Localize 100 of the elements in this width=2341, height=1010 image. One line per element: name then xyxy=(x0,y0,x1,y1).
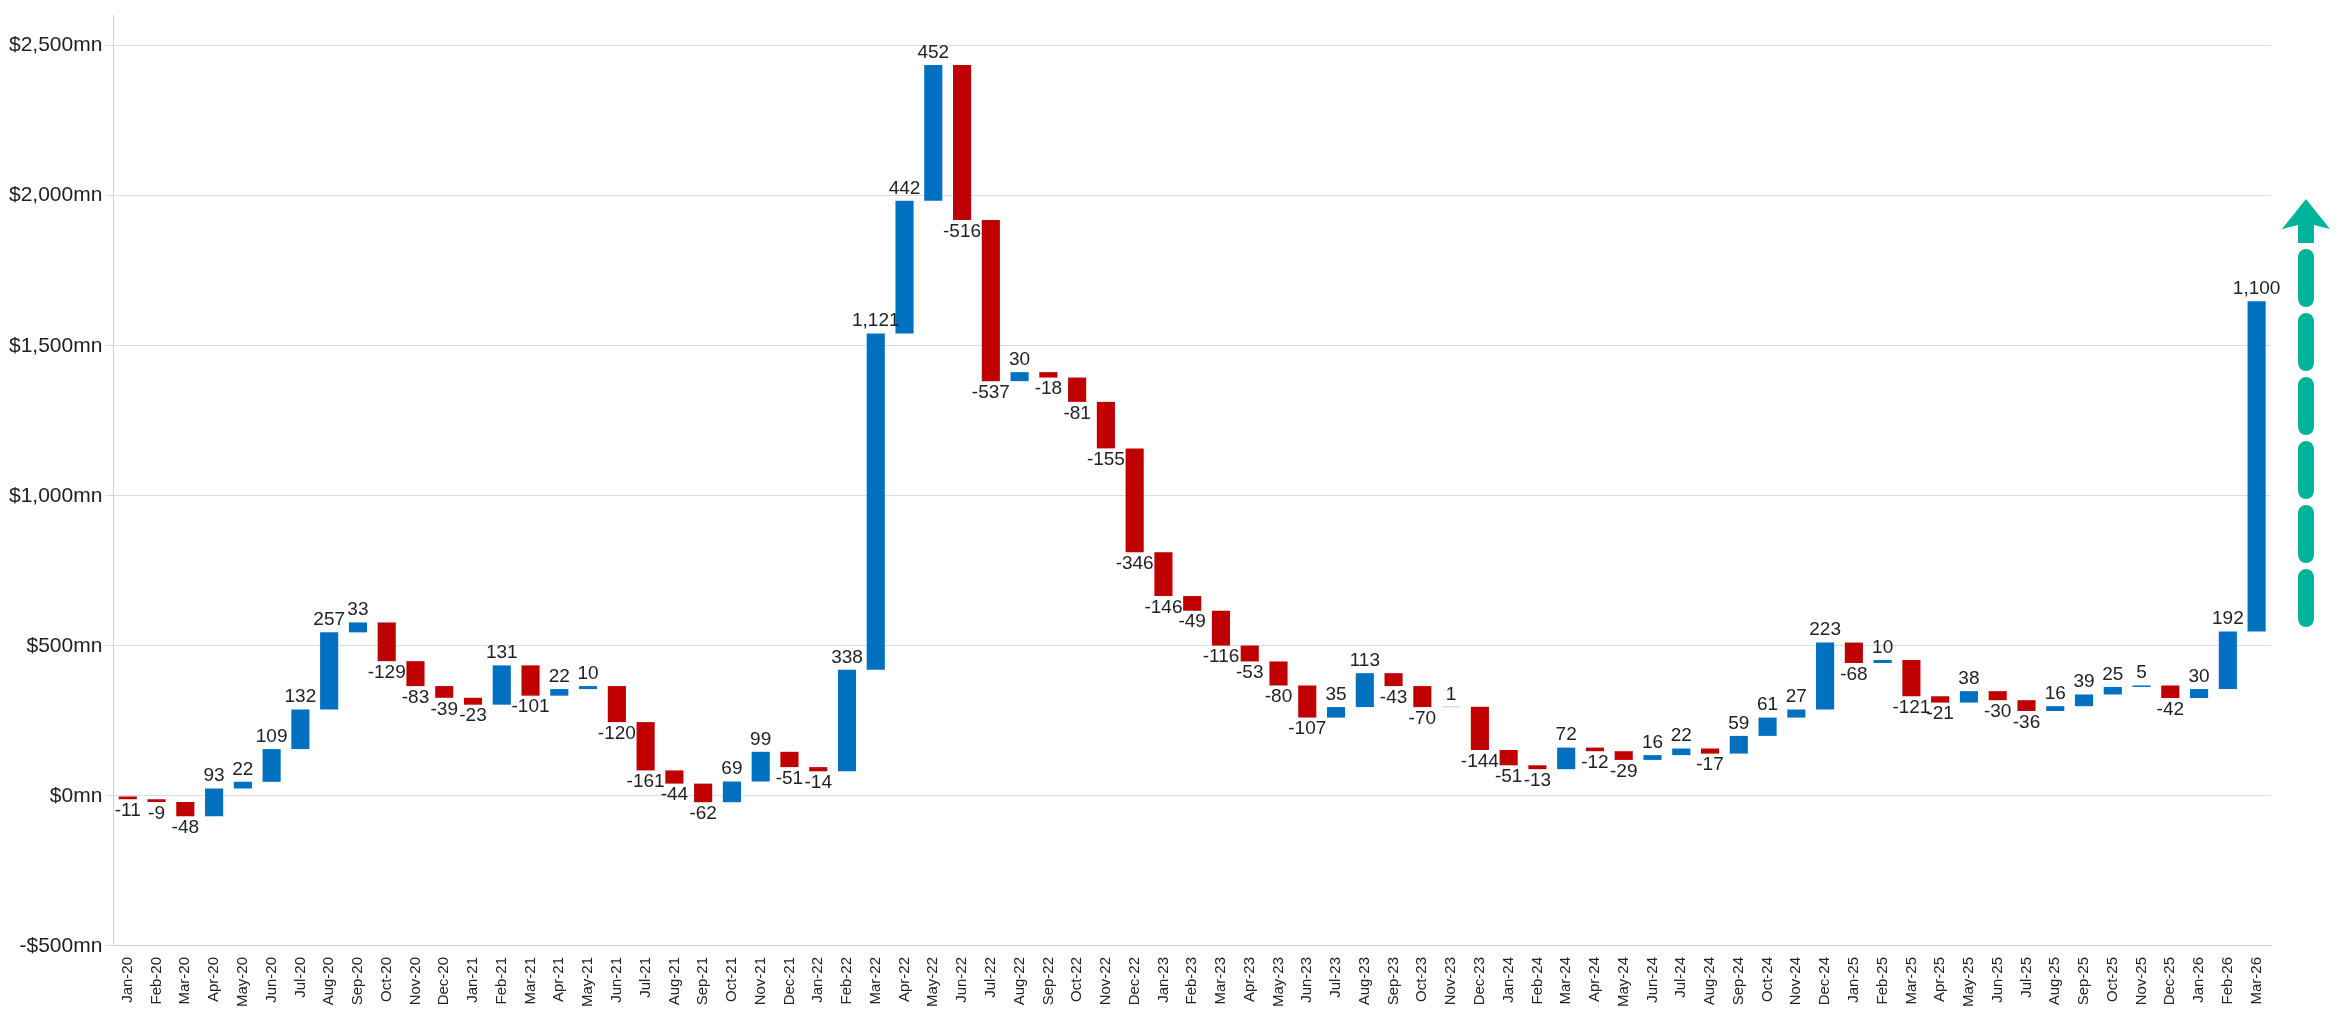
bar xyxy=(1326,707,1346,718)
x-tick-label: Apr-22 xyxy=(894,956,912,1003)
bar xyxy=(1614,751,1633,760)
x-tick-label: Dec-22 xyxy=(1124,956,1142,1006)
bar xyxy=(492,665,511,705)
bar xyxy=(1068,377,1087,402)
data-label: 1,100 xyxy=(2232,277,2281,299)
x-tick-label: Feb-24 xyxy=(1527,956,1545,1005)
bar xyxy=(1873,659,1892,663)
bar xyxy=(694,783,713,803)
data-label: -17 xyxy=(1696,753,1724,775)
bar xyxy=(1499,750,1518,766)
bar xyxy=(1988,691,2007,701)
bar xyxy=(1844,642,1863,663)
data-label: 5 xyxy=(2136,661,2147,683)
data-label: -81 xyxy=(1063,401,1091,423)
x-tick-label: Feb-26 xyxy=(2217,956,2235,1005)
x-tick-label: Mar-21 xyxy=(520,956,538,1005)
bar xyxy=(2218,631,2237,690)
x-tick-label: Dec-23 xyxy=(1470,956,1488,1006)
x-tick-label: Nov-21 xyxy=(750,956,768,1006)
x-tick-label: Dec-21 xyxy=(779,956,797,1006)
data-label: 27 xyxy=(1785,685,1807,707)
data-label: -107 xyxy=(1288,717,1327,739)
y-tick-label: $0mn xyxy=(49,782,103,806)
x-tick-label: Mar-26 xyxy=(2246,956,2264,1005)
data-label: 38 xyxy=(1958,666,1980,688)
data-label: -80 xyxy=(1264,685,1293,707)
bar xyxy=(1528,765,1547,770)
x-tick-label: Sep-21 xyxy=(693,956,711,1006)
x-tick-label: Dec-24 xyxy=(1815,956,1833,1006)
bar xyxy=(377,622,396,662)
bar xyxy=(291,709,310,750)
data-label: 39 xyxy=(2073,670,2095,692)
x-tick-label: Feb-20 xyxy=(146,956,164,1005)
bar xyxy=(1931,696,1950,703)
data-label: -83 xyxy=(401,685,430,707)
data-label: -42 xyxy=(2156,697,2185,719)
x-tick-label: Nov-25 xyxy=(2131,956,2149,1006)
x-tick-label: Feb-23 xyxy=(1182,956,1200,1005)
data-label: -62 xyxy=(689,801,717,823)
bar xyxy=(2074,694,2094,707)
bar xyxy=(1298,685,1317,718)
x-tick-label: Jan-22 xyxy=(808,956,826,1003)
data-label: -29 xyxy=(1609,759,1638,781)
x-tick-label: Jan-26 xyxy=(2189,956,2207,1003)
x-tick-label: Oct-25 xyxy=(2102,956,2120,1002)
x-tick-label: Jun-20 xyxy=(261,956,279,1003)
data-label: -9 xyxy=(148,801,166,823)
bar xyxy=(579,686,598,690)
x-tick-label: May-22 xyxy=(923,956,941,1008)
x-tick-label: May-23 xyxy=(1268,956,1286,1008)
x-tick-label: Apr-21 xyxy=(549,956,567,1003)
bar xyxy=(1010,372,1029,382)
data-label: -70 xyxy=(1408,706,1437,728)
data-label: 30 xyxy=(1009,347,1031,369)
data-label: -14 xyxy=(804,771,833,793)
data-label: -11 xyxy=(114,798,141,820)
x-tick-label: Jan-25 xyxy=(1844,956,1862,1003)
x-tick-label: Jun-24 xyxy=(1642,956,1660,1003)
x-tick-label: Oct-24 xyxy=(1757,956,1775,1002)
x-tick-label: Jan-23 xyxy=(1153,956,1171,1003)
data-label: -129 xyxy=(367,660,406,682)
x-tick-label: Nov-24 xyxy=(1786,956,1804,1006)
x-tick-label: May-25 xyxy=(1959,956,1977,1008)
x-tick-label: Jul-23 xyxy=(1326,956,1344,998)
x-tick-label: Apr-23 xyxy=(1239,956,1257,1003)
data-label: 132 xyxy=(284,685,317,707)
data-label: 1 xyxy=(1445,682,1457,704)
bar xyxy=(2161,685,2180,699)
x-tick-label: Apr-20 xyxy=(204,956,222,1003)
bar xyxy=(205,788,224,817)
y-tick-label: $2,000mn xyxy=(9,182,103,206)
bar xyxy=(751,751,770,782)
data-label: -144 xyxy=(1460,749,1500,771)
bar xyxy=(1758,717,1777,736)
x-tick-label: Jul-24 xyxy=(1671,956,1689,998)
y-tick-label: $500mn xyxy=(26,632,103,656)
x-tick-label: Jun-25 xyxy=(1987,956,2005,1003)
bar xyxy=(1816,642,1835,710)
x-tick-label: Sep-24 xyxy=(1728,956,1746,1006)
bar xyxy=(953,65,972,220)
bar xyxy=(1269,661,1288,686)
data-label: -43 xyxy=(1379,685,1408,707)
bar xyxy=(607,686,626,723)
data-label: -101 xyxy=(511,695,550,717)
x-tick-label: Aug-22 xyxy=(1009,956,1027,1006)
bar xyxy=(550,689,569,696)
x-tick-label: Aug-24 xyxy=(1700,956,1718,1006)
data-label: -537 xyxy=(971,380,1010,402)
bar xyxy=(176,801,195,817)
data-label: 16 xyxy=(1641,730,1664,752)
x-tick-label: Jan-20 xyxy=(117,956,135,1003)
bar xyxy=(1672,748,1691,756)
data-label: -146 xyxy=(1144,595,1183,617)
data-label: -12 xyxy=(1581,750,1609,772)
data-label: 452 xyxy=(917,40,950,62)
x-tick-label: Mar-23 xyxy=(1211,956,1229,1005)
bar xyxy=(981,219,1000,382)
bar xyxy=(780,751,799,768)
